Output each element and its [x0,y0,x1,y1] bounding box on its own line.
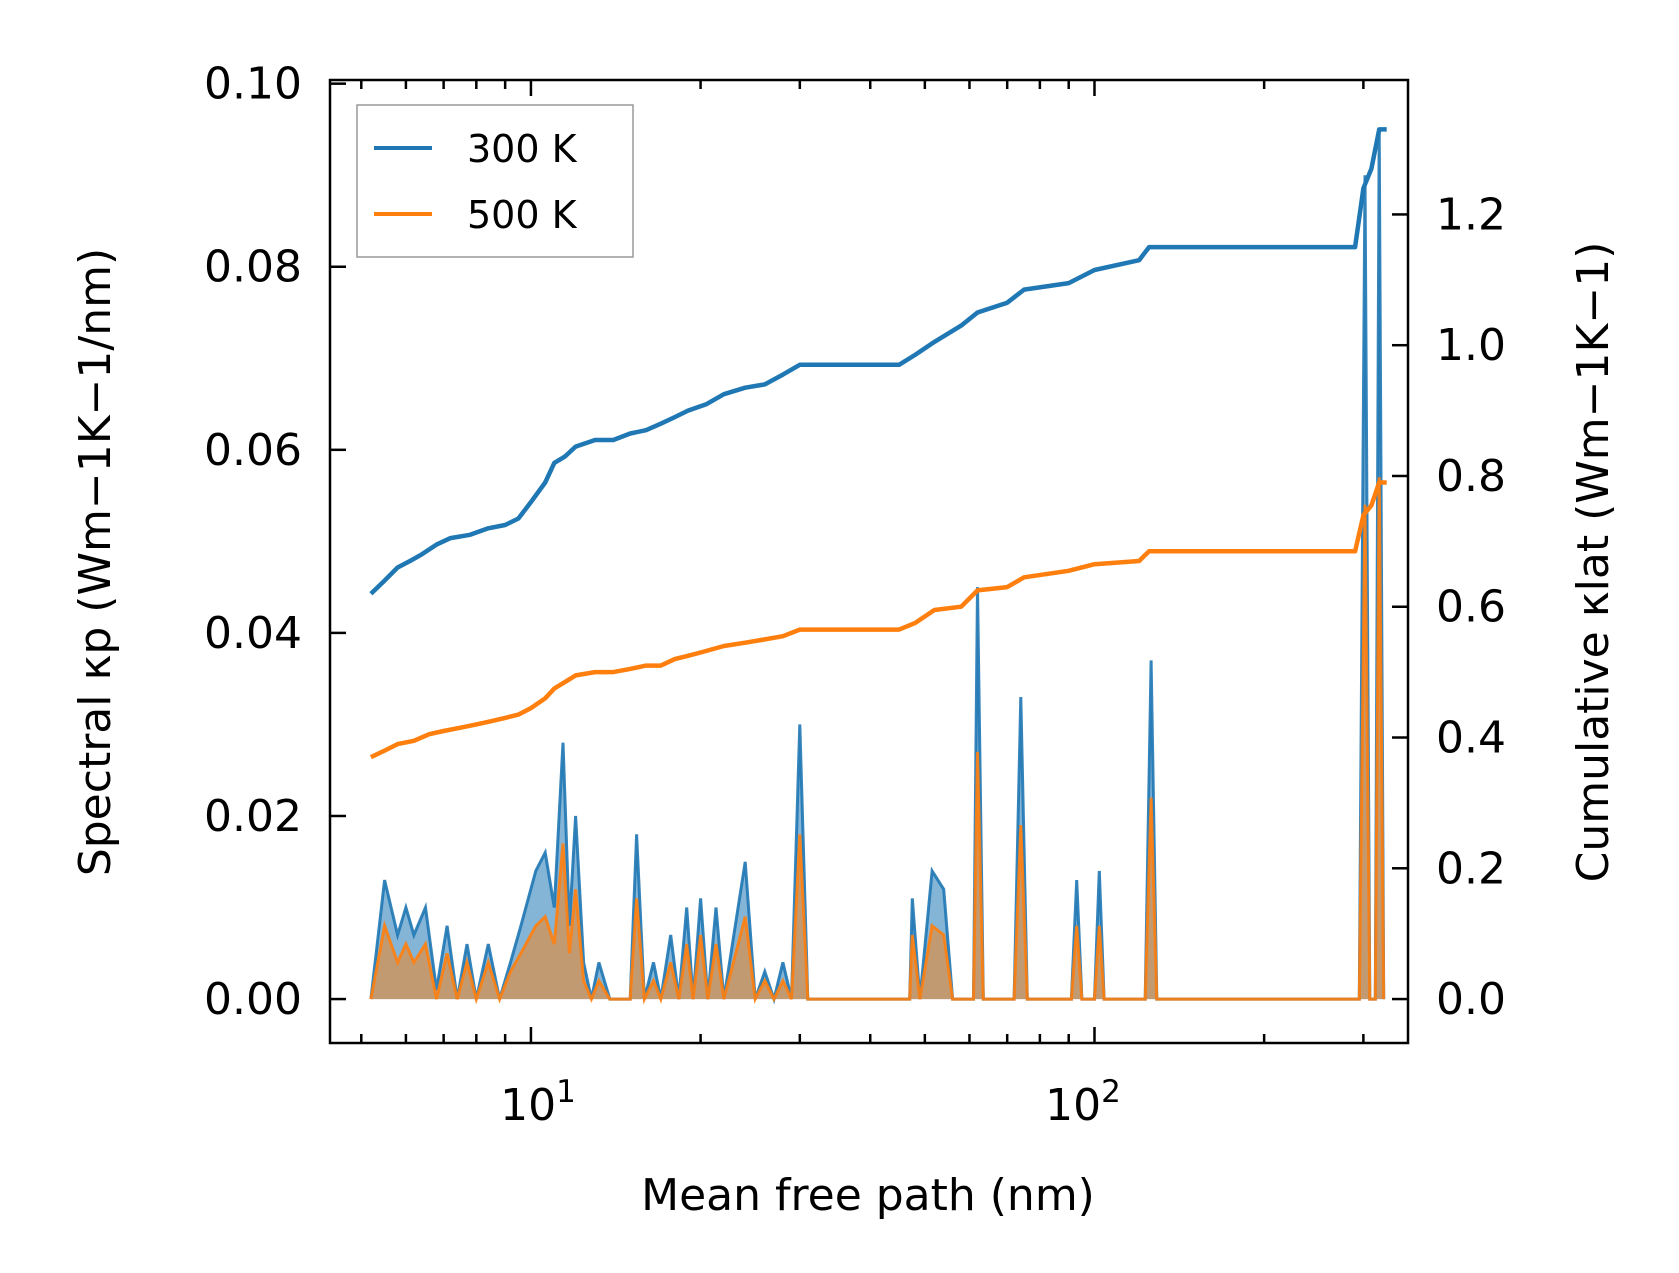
spectral-fills [369,129,1386,1005]
y2-tick-label: 0.6 [1436,582,1506,633]
cumulative-line-300k [369,127,1387,596]
legend-label-300k: 300 K [467,127,578,171]
y2-tick-label: 0.0 [1436,974,1506,1025]
legend-box [356,104,634,258]
y2-tick-label: 0.4 [1436,713,1506,764]
svg-text:102: 102 [1045,1074,1121,1131]
axis-ticks [330,80,1408,1043]
y-tick-labels: 0.00 0.02 0.04 0.06 0.08 0.10 [204,59,302,1025]
x-axis-label: Mean free path (nm) [641,1170,1095,1221]
series-lines [369,127,1387,760]
y-tick-label: 0.00 [204,974,302,1025]
y-tick-label: 0.08 [204,242,302,293]
legend: 300 K 500 K [356,104,634,258]
y2-tick-labels: 0.0 0.2 0.4 0.6 0.8 1.0 1.2 [1436,189,1506,1025]
x-tick-label-100: 102 [1045,1074,1121,1131]
y2-tick-label: 0.8 [1436,451,1506,502]
legend-label-500k: 500 K [467,193,578,237]
svg-text:101: 101 [500,1074,576,1131]
y-axis-label: Spectral κp (Wm−1K−1/nm) [70,248,121,876]
y2-axis-label: Cumulative κlat (Wm−1K−1) [1568,242,1619,883]
y-tick-label: 0.02 [204,791,302,842]
spectral-line-500k [369,477,1386,1005]
spectral-line-300k [369,129,1386,1005]
cumulative-line-500k [369,480,1387,760]
y-tick-label: 0.06 [204,425,302,476]
y2-tick-label: 1.2 [1436,189,1506,240]
spectral-fill-300k [370,129,1384,1000]
y2-tick-label: 0.2 [1436,843,1506,894]
y-tick-label: 0.04 [204,608,302,659]
y-tick-label: 0.10 [204,59,302,110]
y2-tick-label: 1.0 [1436,320,1506,371]
x-tick-label-10: 101 [500,1074,576,1131]
